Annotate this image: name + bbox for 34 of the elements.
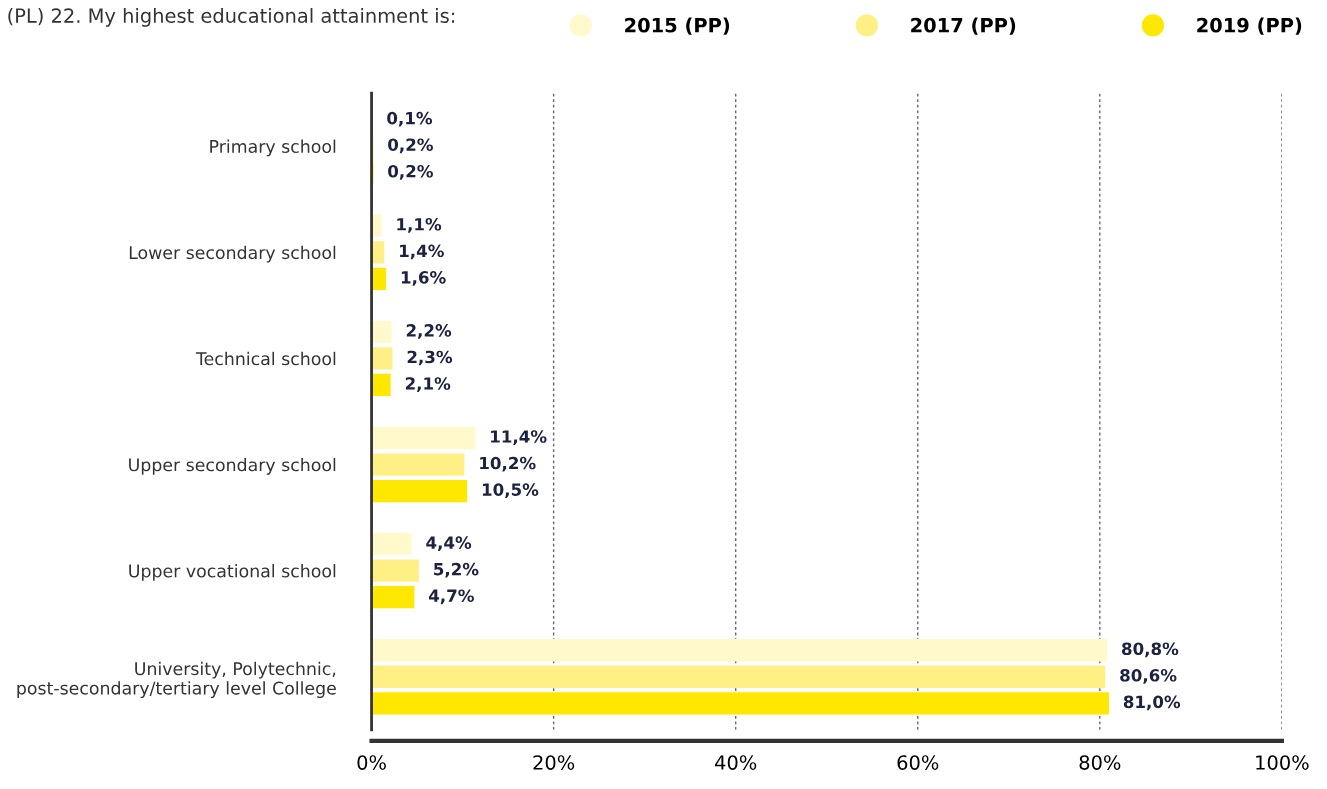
y-tick-label: University, Polytechnic, post-secondary/tertiary level College xyxy=(17,661,336,699)
data-label: 2,3% xyxy=(407,350,453,366)
y-tick-label: Lower secondary school xyxy=(129,245,336,263)
y-tick-label: Upper secondary school xyxy=(129,457,336,475)
chart-title: (PL) 22. My highest educational attainment is: xyxy=(8,7,455,27)
data-label: 1,6% xyxy=(401,271,446,286)
data-label: 11,4% xyxy=(491,430,547,445)
data-label: 2,2% xyxy=(406,324,452,339)
y-tick-label: Technical school xyxy=(195,351,336,366)
data-label: 0,2% xyxy=(388,164,433,180)
legend-label: 2019 (PP) xyxy=(1197,17,1302,35)
x-tick-label: 60% xyxy=(897,755,939,770)
data-label: 80,8% xyxy=(1122,642,1179,658)
data-label: 0,2% xyxy=(388,138,433,154)
data-label: 2,1% xyxy=(405,377,451,392)
data-label: 81,0% xyxy=(1123,695,1181,711)
data-label: 0,1% xyxy=(387,111,433,127)
data-label: 1,1% xyxy=(397,217,442,233)
y-tick-label: Upper vocational school xyxy=(129,564,336,581)
data-label: 80,6% xyxy=(1120,668,1177,684)
legend-label: 2015 (PP) xyxy=(625,17,730,35)
x-tick-label: 40% xyxy=(715,755,757,770)
data-label: 1,4% xyxy=(400,244,444,260)
x-tick-label: 20% xyxy=(533,755,575,770)
data-label: 10,2% xyxy=(480,456,536,472)
data-label: 4,7% xyxy=(428,589,474,605)
y-tick-label: Primary school xyxy=(210,139,336,157)
data-label: 10,5% xyxy=(482,483,539,499)
x-tick-label: 100% xyxy=(1256,755,1309,770)
data-label: 5,2% xyxy=(434,562,479,578)
x-tick-label: 0% xyxy=(357,755,386,770)
legend-label: 2017 (PP) xyxy=(911,17,1016,35)
data-label: 4,4% xyxy=(426,536,472,552)
x-tick-label: 80% xyxy=(1079,755,1121,770)
